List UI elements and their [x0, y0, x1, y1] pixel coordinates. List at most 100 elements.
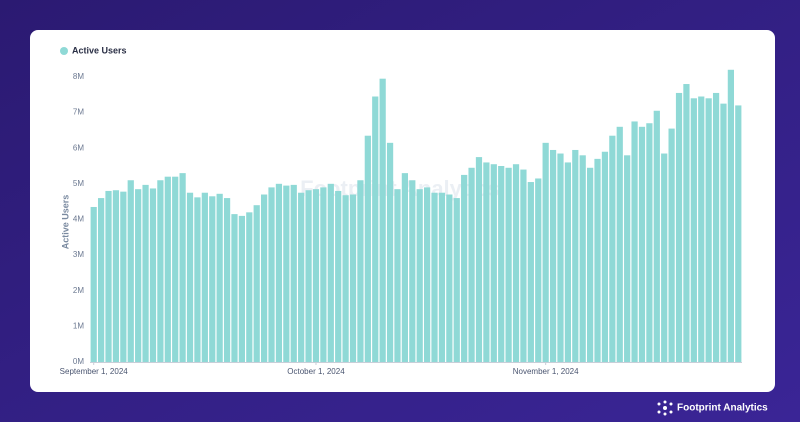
bar: [98, 198, 105, 362]
bar: [720, 103, 727, 363]
bar: [712, 92, 720, 362]
brand-name: Footprint Analytics: [677, 403, 768, 414]
y-tick-label: 2M: [73, 286, 84, 295]
bar: [409, 180, 416, 362]
bar: [468, 167, 475, 362]
bar: [601, 151, 609, 362]
bar: [261, 194, 268, 362]
bar: [535, 178, 542, 362]
bar: [127, 180, 134, 362]
y-axis-title: Active Users: [60, 195, 70, 250]
y-tick-label: 6M: [73, 143, 84, 152]
bar: [675, 92, 683, 362]
bar: [135, 189, 142, 362]
bar: [683, 84, 690, 362]
bar: [438, 192, 446, 362]
bar: [431, 192, 438, 362]
bar: [386, 142, 394, 362]
x-tick-label: October 1, 2024: [287, 367, 345, 376]
bar: [638, 126, 646, 362]
bar: [379, 78, 386, 362]
bar: [209, 196, 216, 362]
bar: [624, 155, 631, 362]
bar: [90, 206, 97, 362]
bar: [483, 162, 490, 362]
y-tick-label: 4M: [73, 215, 84, 224]
y-tick-label: 3M: [73, 250, 84, 259]
bar: [572, 149, 579, 362]
bar: [142, 184, 149, 362]
bar: [312, 189, 320, 362]
bar: [505, 167, 512, 362]
bar: [238, 215, 245, 362]
bar: [461, 174, 468, 362]
bar: [594, 158, 601, 362]
bar: [268, 187, 275, 362]
y-tick-label: 1M: [73, 321, 84, 330]
bar: [179, 173, 186, 362]
legend-label[interactable]: Active Users: [72, 45, 127, 55]
bar: [201, 192, 208, 362]
y-tick-label: 8M: [73, 72, 84, 81]
bar: [453, 198, 460, 362]
y-tick-label: 7M: [73, 108, 84, 117]
bar: [401, 173, 408, 362]
bar: [105, 190, 112, 362]
bar: [223, 198, 231, 362]
bar: [690, 98, 697, 363]
bar: [112, 190, 120, 362]
y-tick-label: 5M: [73, 179, 84, 188]
bar: [246, 212, 253, 362]
bar: [498, 166, 505, 362]
brand-logo: [657, 400, 673, 416]
bar: [216, 193, 223, 362]
bar: [305, 190, 312, 362]
bar: [253, 205, 260, 362]
bar: [342, 195, 349, 362]
bar: [653, 110, 660, 362]
bar: [631, 121, 638, 362]
bar: [527, 182, 534, 362]
bar: [475, 157, 483, 362]
bar: [735, 105, 742, 362]
bar: [446, 194, 453, 362]
bar: [587, 167, 594, 362]
plot: 0M 1M 2M 3M 4M 5M 6M 7M 8M September 1, 2024 Octob…: [60, 69, 742, 376]
bar: [298, 192, 305, 362]
bar: [705, 98, 712, 363]
bar: [557, 153, 564, 362]
bar: [564, 162, 571, 362]
bar: [364, 135, 371, 362]
y-tick-label: 0M: [73, 357, 84, 366]
bar: [549, 149, 557, 362]
bar: [520, 169, 527, 362]
x-tick-label: November 1, 2024: [513, 367, 579, 376]
bar: [616, 126, 623, 362]
bar: [157, 180, 164, 362]
bar: [372, 96, 379, 362]
x-tick-label: September 1, 2024: [60, 367, 129, 376]
bar: [120, 191, 127, 362]
bar: [164, 176, 171, 362]
bar: [579, 155, 586, 362]
bar: [542, 142, 549, 362]
bar: [512, 164, 520, 362]
legend-marker: [60, 47, 68, 55]
bar: [194, 197, 201, 362]
bar: [290, 184, 297, 362]
bar: [275, 183, 283, 362]
bar: [231, 214, 238, 362]
bar: [149, 188, 157, 362]
bar: [727, 69, 734, 363]
bar: [186, 192, 194, 362]
bar: [357, 180, 364, 362]
bar: [172, 176, 179, 362]
bar: [394, 189, 401, 362]
bar: [283, 185, 290, 362]
bar: [490, 164, 497, 362]
bar: [668, 128, 675, 362]
bar: [424, 187, 431, 362]
bar: [335, 190, 342, 362]
